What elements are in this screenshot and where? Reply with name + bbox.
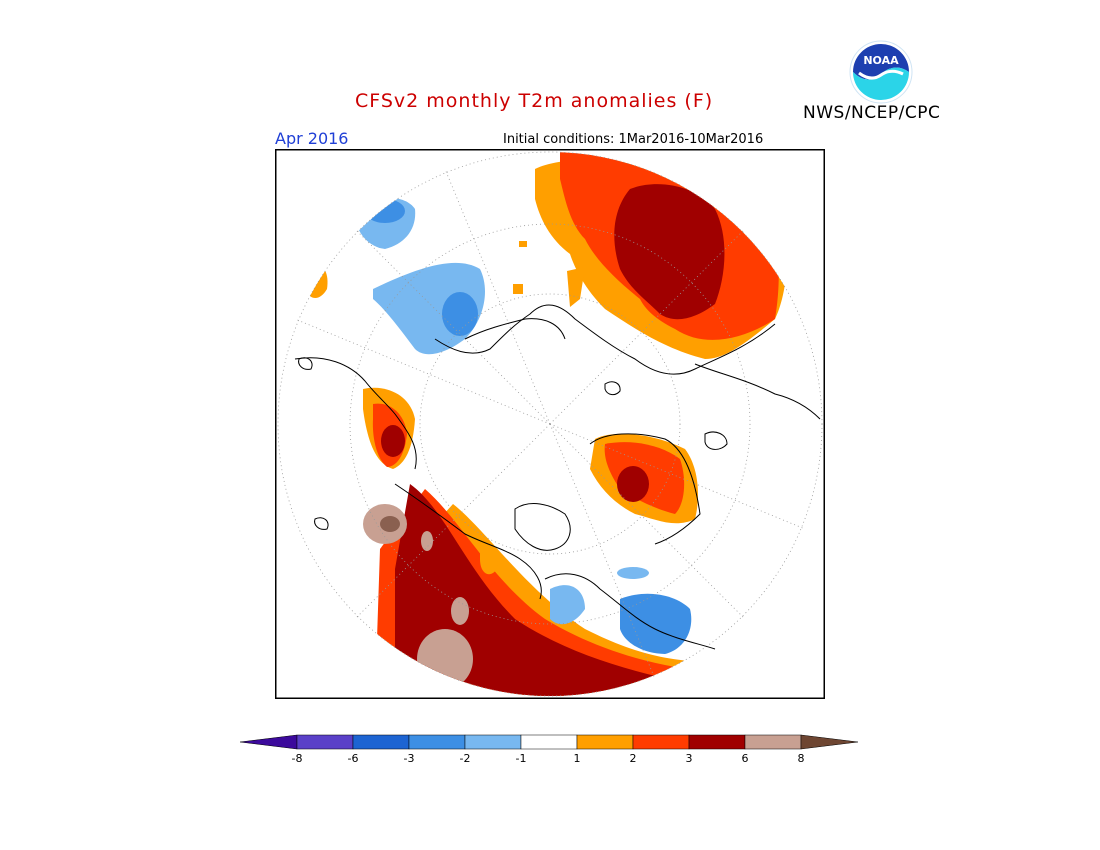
colorbar-tick-label: 8 [797, 752, 805, 765]
canada-cold-light [550, 585, 585, 625]
coast-canada [394, 483, 542, 600]
small-orange-2 [513, 284, 523, 294]
colorbar-tick-label: -1 [515, 752, 527, 765]
coast-small-2 [314, 517, 329, 530]
coast-iceland [704, 431, 728, 450]
polar-map [275, 149, 825, 699]
alaska-darkred [381, 425, 405, 457]
colorbar-box [408, 734, 466, 750]
noaa-logo: NOAA [849, 40, 913, 104]
na-brown-patch-5 [421, 531, 433, 551]
canada-cold-mid [620, 593, 692, 654]
coast-eurasia [434, 304, 776, 375]
colorbar-box [296, 734, 354, 750]
noaa-logo-text: NOAA [863, 54, 899, 67]
chart-title: CFSv2 monthly T2m anomalies (F) [355, 90, 714, 112]
agency-label: NWS/NCEP/CPC [803, 103, 941, 123]
colorbar-box [464, 734, 522, 750]
colorbar-tick-label: -8 [291, 752, 303, 765]
coast-hudson [544, 573, 716, 650]
colorbar-box [520, 734, 578, 750]
forecast-month: Apr 2016 [275, 129, 349, 148]
colorbar-tick-label: 2 [629, 752, 637, 765]
colorbar-box [576, 734, 634, 750]
small-orange-1 [519, 241, 527, 247]
colorbar-box [688, 734, 746, 750]
colorbar-tick-label: 3 [685, 752, 693, 765]
colorbar-box [352, 734, 410, 750]
na-brown-patch-4 [451, 597, 469, 625]
coast-europe [694, 363, 821, 420]
colorbar-arrow-low [240, 734, 298, 750]
colorbar-tick-label: -6 [347, 752, 359, 765]
colorbar [240, 734, 859, 750]
na-brown-patch-2 [380, 516, 400, 532]
colorbar-tick-label: 6 [741, 752, 749, 765]
coast-siberia-north [464, 318, 566, 340]
coast-archipelago [514, 503, 571, 551]
colorbar-box [744, 734, 802, 750]
eurasia-darkred [614, 184, 725, 320]
coast-svalbard [604, 381, 621, 396]
na-warm-darkred [395, 484, 725, 696]
colorbar-tick-label: -2 [459, 752, 471, 765]
pacific-cold-mid-2 [442, 292, 478, 336]
colorbar-arrow-high [800, 734, 859, 750]
greenland-darkred [617, 466, 649, 502]
colorbar-tick-label: -3 [403, 752, 415, 765]
coast-greenland [589, 433, 701, 545]
gulf-orange [480, 547, 498, 575]
small-orange-3 [567, 267, 585, 307]
initial-conditions: Initial conditions: 1Mar2016-10Mar2016 [503, 132, 764, 147]
colorbar-box [632, 734, 690, 750]
coast-alaska [294, 357, 417, 470]
canada-cold-light-2 [617, 567, 649, 579]
colorbar-tick-label: 1 [573, 752, 581, 765]
coast-small-1 [298, 357, 313, 370]
